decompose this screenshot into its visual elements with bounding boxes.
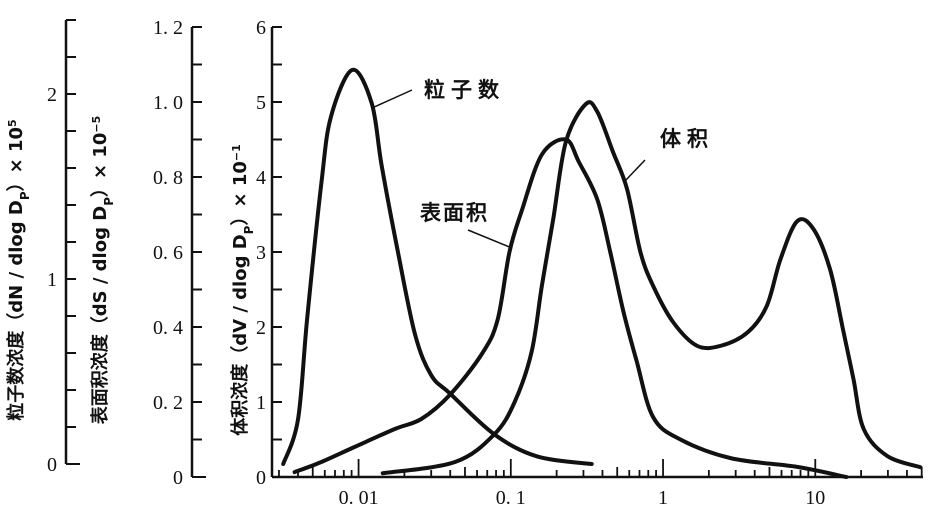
volume-tick-label: 2 [256, 317, 266, 339]
series-line-surface [292, 137, 849, 479]
series-line-number [281, 67, 594, 466]
x-tick-label: 1 [658, 487, 668, 509]
volume-tick-label: 6 [256, 17, 266, 39]
volume-tick-label: 4 [256, 167, 266, 189]
number-tick-label: 2 [47, 84, 57, 106]
number-axis-title: 粒子数浓度（dN / dlog DP）× 105 [5, 119, 32, 420]
volume-tick-label: 3 [256, 242, 266, 264]
annotation-leader-volume [624, 159, 646, 182]
x-tick-label: 0. 1 [496, 487, 526, 509]
surface-tick-label: 0. 4 [153, 317, 183, 339]
surface-tick-label: 0. 8 [153, 167, 183, 189]
volume-tick-label: 5 [256, 92, 266, 114]
surface-tick-label: 0. 6 [153, 242, 183, 264]
annotation-surface: 表面积 [420, 201, 489, 225]
annotation-leader-surface [467, 229, 513, 249]
surface-tick-label: 1. 2 [153, 17, 183, 39]
annotation-leader-number [371, 89, 413, 109]
annotations: 粒子数 表面积 体积 [371, 78, 714, 249]
volume-axis-title: 体积浓度（dV / dlog DP）× 10−1 [229, 144, 256, 436]
annotation-number: 粒子数 [424, 78, 505, 102]
surface-tick-label: 0 [173, 467, 183, 489]
surface-tick-label: 1. 0 [153, 92, 183, 114]
surface-axis-title: 表面积浓度（dS / dlog DP）× 10−5 [89, 116, 116, 425]
series-line-volume [380, 100, 923, 476]
surface-tick-label: 0. 2 [153, 392, 183, 414]
x-tick-label: 0. 01 [339, 487, 379, 509]
x-tick-label: 10 [805, 487, 825, 509]
number-tick-label: 1 [47, 269, 57, 291]
axes: 0 1 2 粒子数浓度（dN / dlog DP）× 105 0 0. 2 0. 4 0. 6… [5, 17, 923, 509]
curves [281, 67, 923, 479]
number-tick-label: 0 [47, 454, 57, 476]
volume-tick-label: 1 [256, 392, 266, 414]
volume-tick-label: 0 [256, 467, 266, 489]
annotation-volume: 体积 [660, 127, 714, 151]
